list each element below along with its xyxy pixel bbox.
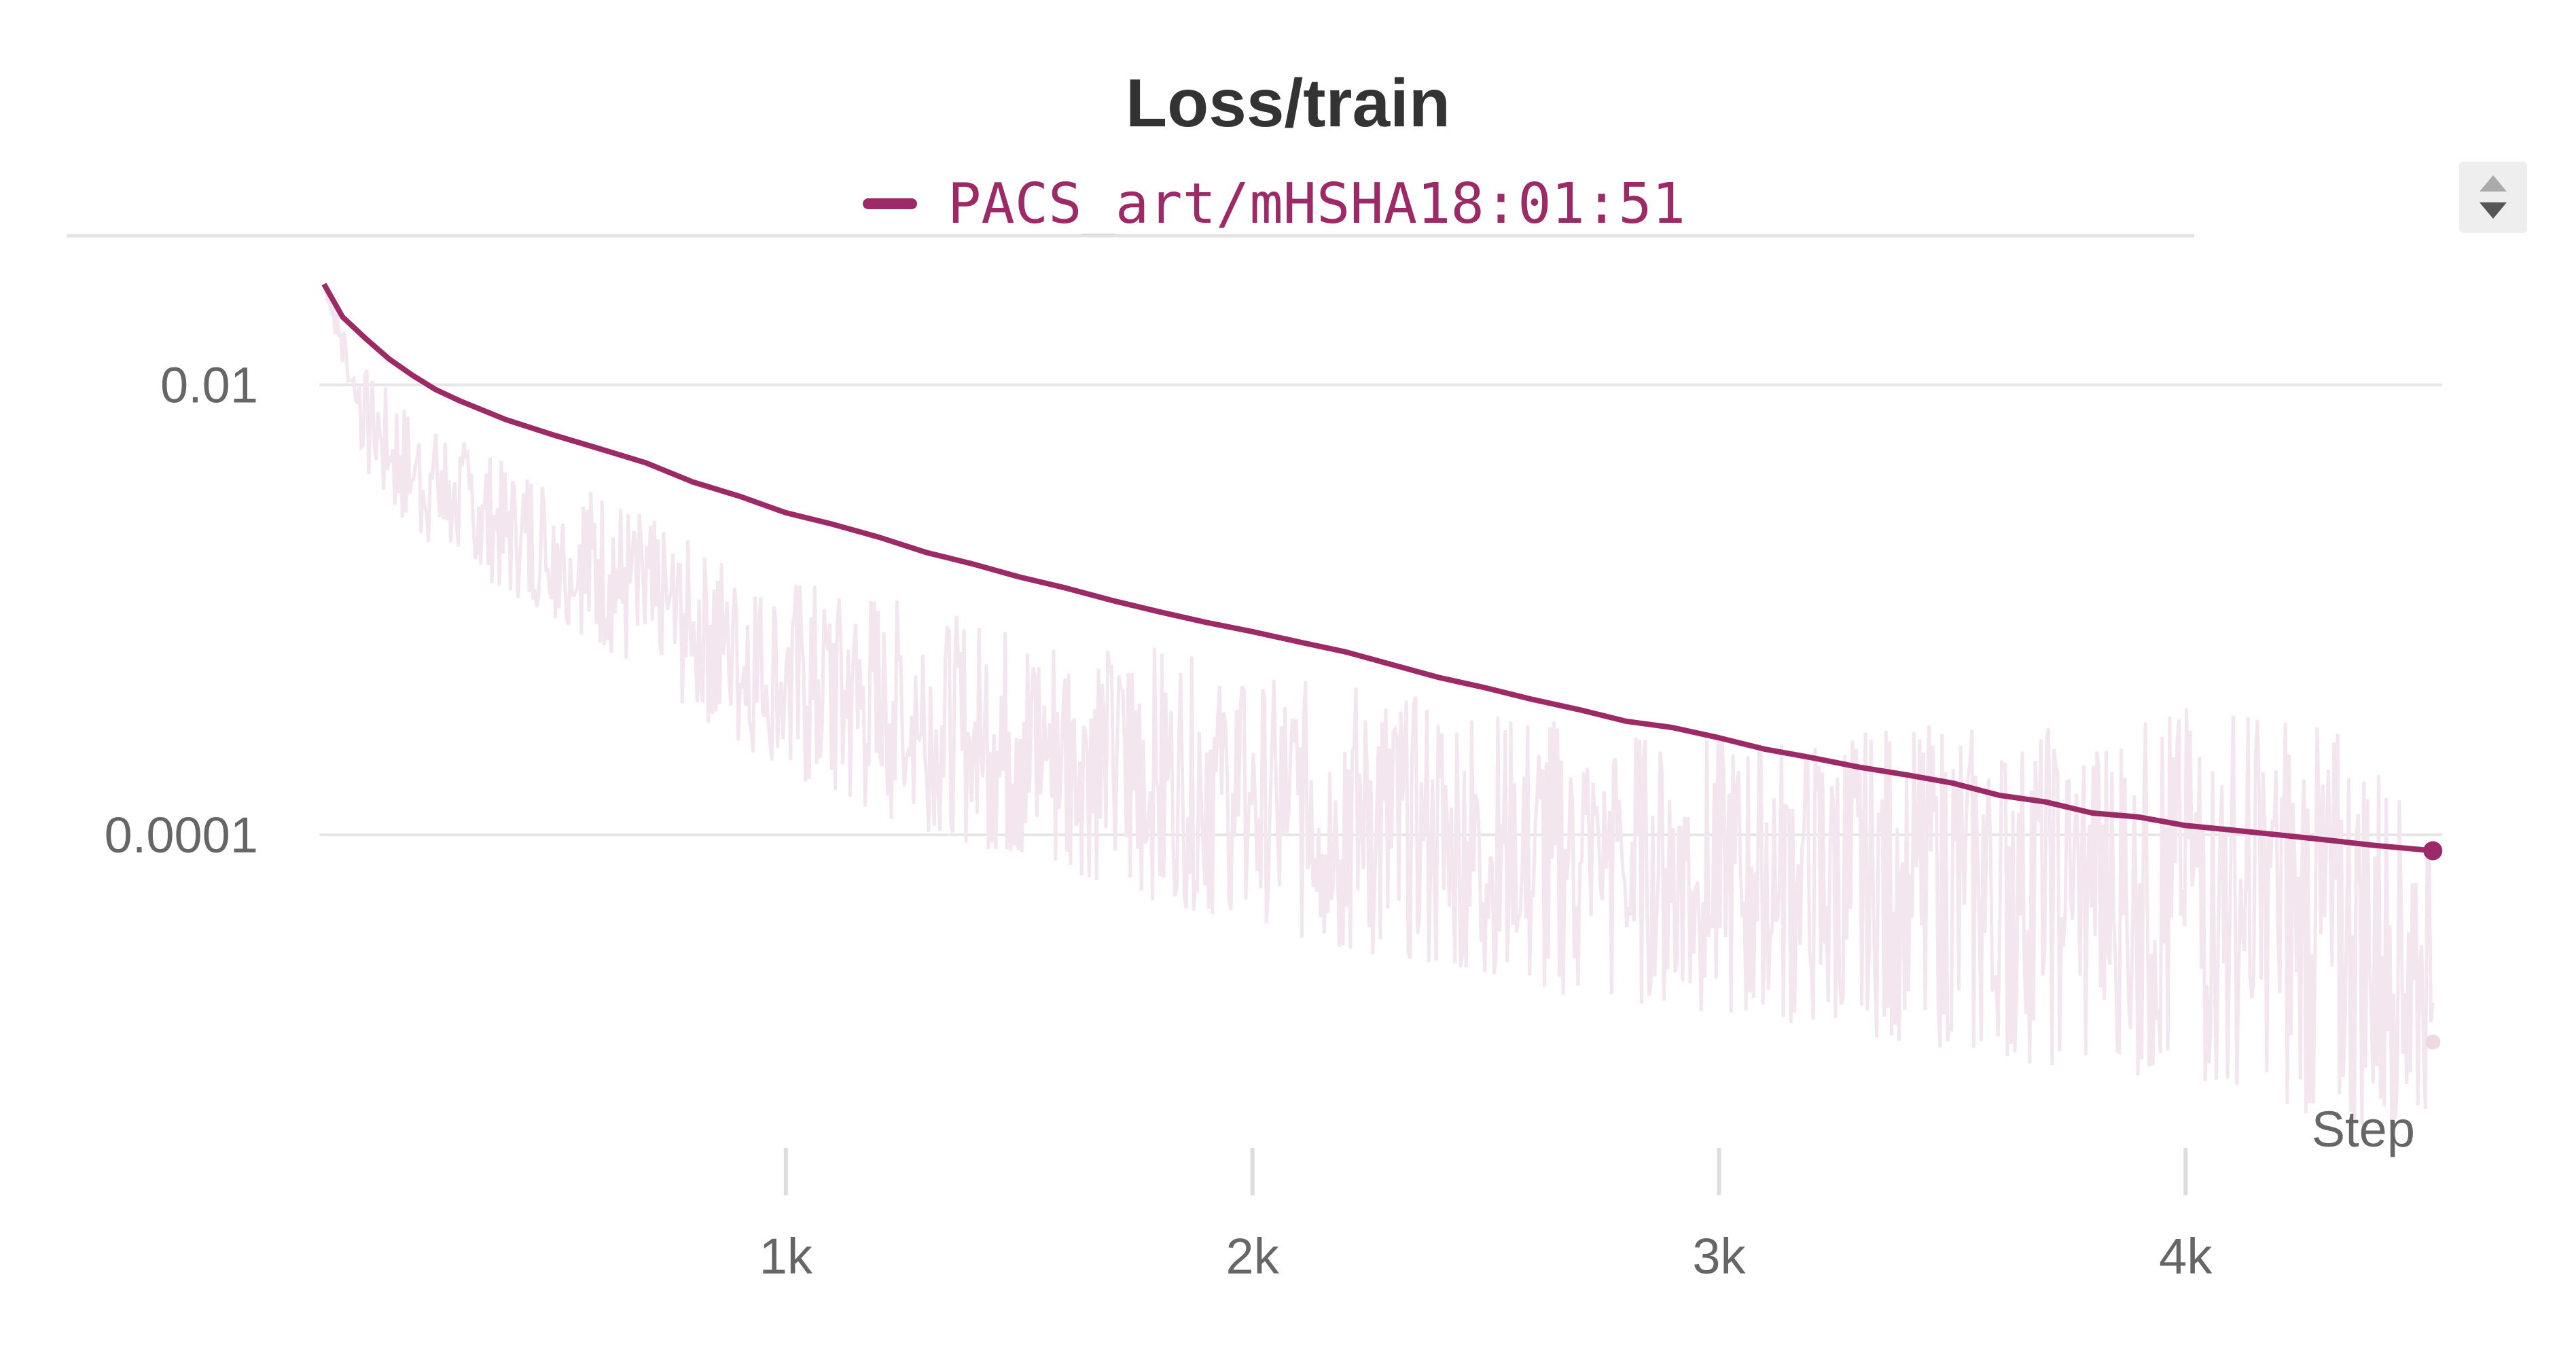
smoothed-loss-line <box>321 283 2433 854</box>
scroll-down-icon[interactable] <box>2480 202 2507 219</box>
chart-title: Loss/train <box>1126 65 1450 141</box>
y-tick-label: 0.01 <box>160 357 258 413</box>
legend-swatch <box>863 198 917 209</box>
x-tick-label: 1k <box>759 1228 813 1284</box>
x-tick-label: 3k <box>1692 1228 1746 1284</box>
y-tick-label: 0.0001 <box>105 807 258 863</box>
raw-last-point <box>2425 1034 2441 1050</box>
x-axis-label: Step <box>2312 1101 2415 1157</box>
smoothed-series <box>321 283 2443 861</box>
raw-series <box>322 283 2441 1125</box>
raw-loss-line <box>322 283 2435 1125</box>
legend-scroll-control[interactable] <box>2459 162 2527 233</box>
legend: PACS_art/mHSHA18:01:51 <box>863 166 1685 241</box>
scroll-up-icon[interactable] <box>2480 175 2507 192</box>
x-tick-label: 4k <box>2159 1228 2213 1284</box>
x-tick-label: 2k <box>1226 1228 1280 1284</box>
x-axis: 1k 2k 3k 4k <box>759 1148 2213 1284</box>
legend-series-label[interactable]: PACS_art/mHSHA18:01:51 <box>948 171 1686 236</box>
smoothed-last-point <box>2423 841 2443 861</box>
y-axis: 0.01 0.0001 <box>105 357 258 863</box>
